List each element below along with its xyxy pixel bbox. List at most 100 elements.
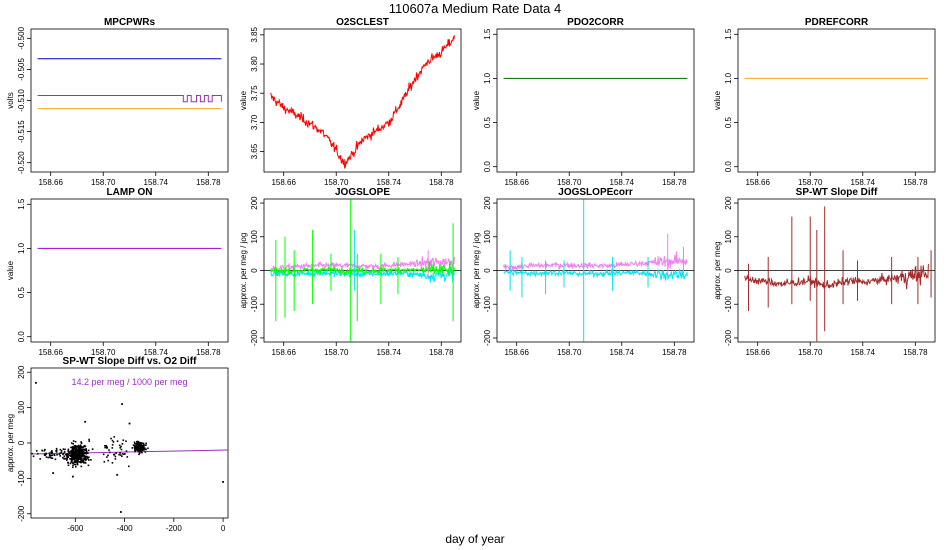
scatter-point bbox=[69, 462, 72, 465]
y-tick-label: 1.0 bbox=[17, 242, 26, 254]
scatter-point bbox=[142, 445, 145, 447]
scatter-point bbox=[47, 456, 49, 459]
chart-title: PDO2CORR bbox=[567, 17, 624, 28]
y-tick-label: 200 bbox=[17, 365, 26, 379]
x-tick-label: 158.74 bbox=[377, 348, 402, 357]
scatter-point bbox=[90, 459, 92, 461]
scatter-point bbox=[137, 440, 139, 443]
scatter-point bbox=[111, 462, 114, 464]
scatter-point bbox=[88, 438, 90, 441]
scatter-point bbox=[139, 442, 142, 445]
y-tick-label: 0.0 bbox=[17, 331, 26, 343]
x-tick-label: 158.70 bbox=[557, 348, 582, 357]
scatter-point bbox=[84, 448, 87, 451]
scatter-point bbox=[138, 446, 141, 449]
scatter-point bbox=[41, 449, 44, 452]
scatter-point bbox=[83, 462, 85, 464]
scatter-point bbox=[116, 473, 119, 476]
scatter-point bbox=[140, 444, 142, 447]
scatter-point bbox=[72, 451, 75, 454]
scatter-point bbox=[114, 458, 117, 460]
scatter-point bbox=[56, 453, 58, 456]
x-tick-label: 158.74 bbox=[610, 348, 635, 357]
y-tick-label: -200 bbox=[724, 329, 733, 346]
y-tick-label: 3.85 bbox=[250, 27, 259, 43]
scatter-point bbox=[55, 447, 58, 450]
scatter-point bbox=[78, 447, 81, 449]
y-axis-label: approx. per meg bbox=[6, 414, 15, 472]
y-tick-label: 0 bbox=[17, 440, 26, 445]
y-tick-label: -200 bbox=[17, 505, 26, 522]
scatter-point bbox=[82, 451, 84, 453]
y-tick-label: 100 bbox=[250, 230, 259, 244]
scatter-point bbox=[91, 448, 94, 450]
y-axis-label: approx. per meg / jog bbox=[239, 233, 248, 309]
scatter-point bbox=[140, 450, 143, 453]
scatter-point bbox=[75, 457, 77, 460]
scatter-point bbox=[76, 460, 79, 463]
scatter-point bbox=[125, 450, 128, 452]
scatter-point bbox=[69, 458, 71, 460]
scatter-point bbox=[81, 448, 84, 451]
series-line bbox=[270, 35, 455, 169]
scatter-point bbox=[87, 449, 90, 452]
scatter-point bbox=[55, 451, 58, 453]
y-tick-label: 1.0 bbox=[483, 72, 492, 84]
y-tick-label: 0.0 bbox=[483, 161, 492, 173]
scatter-point bbox=[31, 452, 33, 455]
y-axis-label: value bbox=[239, 90, 248, 110]
scatter-point bbox=[72, 466, 74, 468]
scatter-point bbox=[120, 448, 123, 451]
scatter-point bbox=[76, 463, 79, 466]
scatter-point bbox=[59, 455, 62, 457]
y-axis-label: volts bbox=[6, 92, 15, 108]
x-tick-label: 158.70 bbox=[324, 348, 349, 357]
scatter-point bbox=[78, 455, 81, 458]
scatter-point bbox=[83, 457, 85, 459]
scatter-point bbox=[144, 451, 147, 453]
y-tick-label: 1.5 bbox=[724, 28, 733, 40]
y-tick-label: -0.505 bbox=[17, 58, 26, 81]
y-tick-label: 200 bbox=[250, 196, 259, 210]
scatter-point bbox=[59, 452, 61, 455]
scatter-point bbox=[84, 420, 87, 423]
scatter-point bbox=[71, 449, 74, 451]
scatter-point bbox=[80, 441, 82, 443]
scatter-point bbox=[113, 436, 116, 438]
scatter-point bbox=[136, 442, 138, 445]
scatter-point bbox=[72, 457, 75, 460]
scatter-point bbox=[67, 448, 70, 451]
scatter-point bbox=[78, 453, 80, 456]
fit-annotation: 14.2 per meg / 1000 per meg bbox=[71, 377, 187, 387]
scatter-point bbox=[85, 459, 87, 461]
scatter-point bbox=[85, 452, 88, 455]
scatter-point bbox=[74, 453, 77, 456]
y-axis-label: approx. per meg bbox=[713, 241, 722, 299]
scatter-point bbox=[50, 451, 53, 453]
plot-area bbox=[37, 58, 222, 110]
scatter-point bbox=[85, 451, 88, 454]
plot-area bbox=[270, 35, 455, 169]
scatter-point bbox=[68, 451, 71, 453]
scatter-point bbox=[140, 443, 143, 446]
series-line bbox=[744, 263, 929, 290]
scatter-point bbox=[72, 456, 75, 458]
y-tick-label: 100 bbox=[483, 230, 492, 244]
scatter-point bbox=[80, 461, 83, 463]
scatter-point bbox=[124, 453, 126, 455]
x-tick-label: 158.66 bbox=[38, 178, 63, 187]
scatter-point bbox=[70, 459, 73, 462]
x-tick-label: 158.78 bbox=[196, 348, 221, 357]
chart-title: PDREFCORR bbox=[805, 17, 869, 28]
scatter-point bbox=[67, 464, 70, 467]
scatter-point bbox=[76, 450, 78, 452]
scatter-point bbox=[71, 455, 74, 458]
scatter-point bbox=[61, 456, 64, 459]
scatter-point bbox=[81, 450, 84, 452]
scatter-point bbox=[77, 454, 80, 457]
scatter-point bbox=[85, 448, 88, 450]
x-tick-label: -200 bbox=[166, 524, 183, 533]
y-tick-label: 3.80 bbox=[250, 56, 259, 72]
x-tick-label: 158.74 bbox=[851, 348, 876, 357]
scatter-point bbox=[68, 452, 70, 454]
